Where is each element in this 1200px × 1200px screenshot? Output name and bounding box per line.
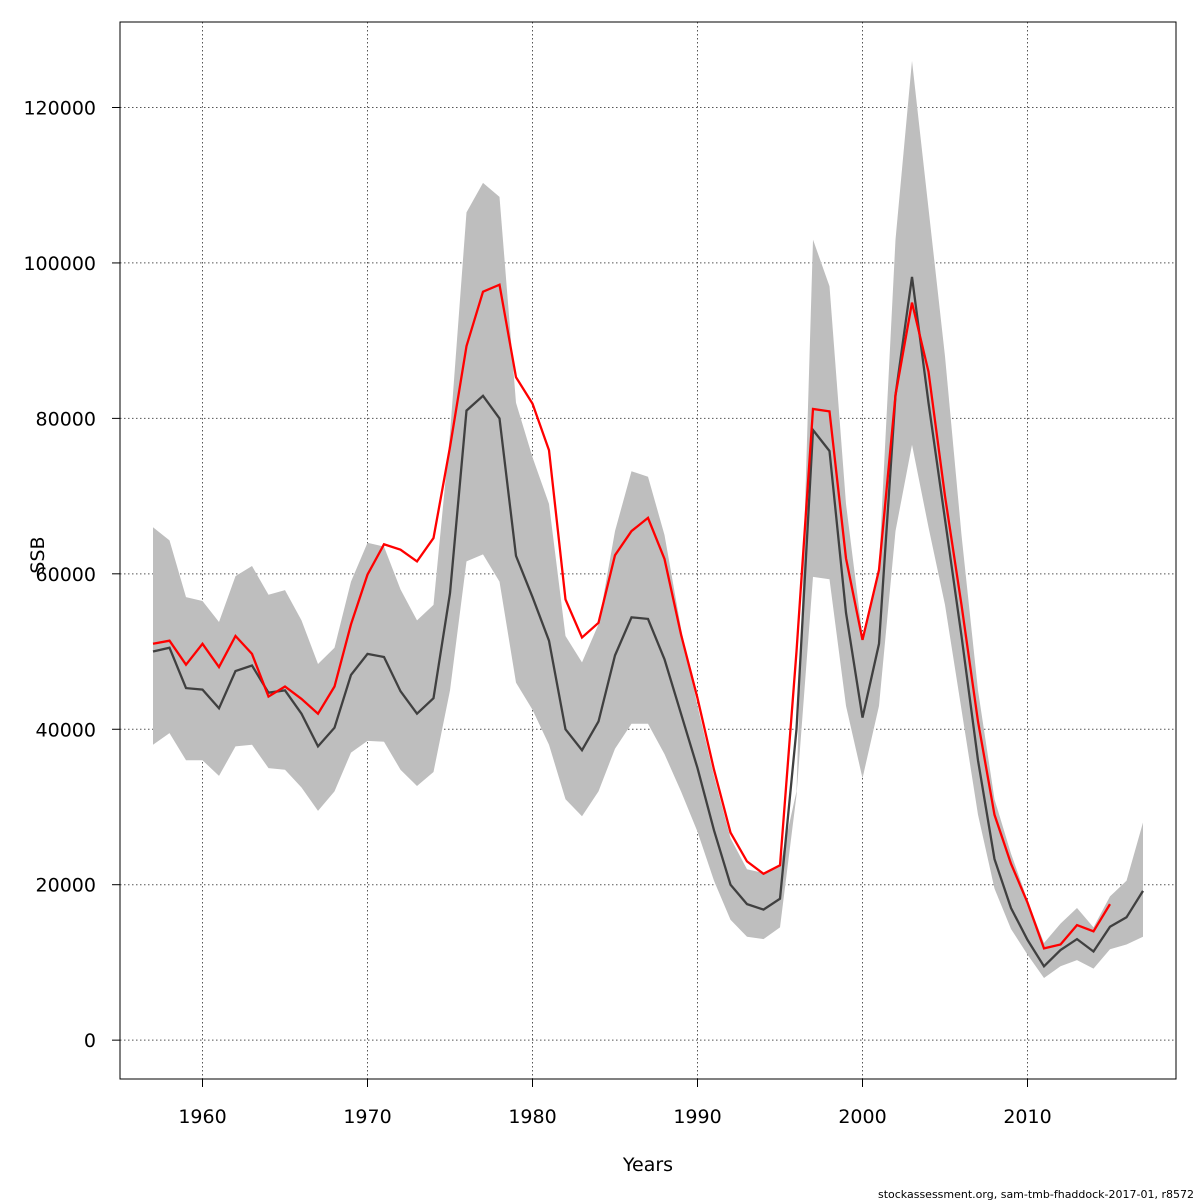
y-tick-label: 40000 <box>36 719 96 741</box>
x-axis-title: Years <box>622 1154 673 1176</box>
ssb-comparison-line <box>152 283 1111 950</box>
x-tick-label: 1960 <box>178 1106 226 1128</box>
source-footer: stockassessment.org, sam-tmb-fhaddock-20… <box>878 1188 1194 1200</box>
x-tick-label: 2000 <box>838 1106 886 1128</box>
y-tick-label: 80000 <box>36 408 96 430</box>
y-axis: 0 20000 40000 60000 80000 100000 120000 <box>23 97 120 1052</box>
y-tick-label: 0 <box>84 1030 96 1052</box>
x-tick-label: 1970 <box>343 1106 391 1128</box>
y-tick-label: 120000 <box>23 97 96 119</box>
x-tick-label: 2010 <box>1003 1106 1051 1128</box>
y-axis-title: SSB <box>27 536 49 573</box>
x-tick-label: 1980 <box>508 1106 556 1128</box>
ssb-estimate-line <box>152 276 1144 969</box>
y-tick-label: 60000 <box>36 564 96 586</box>
x-tick-label: 1990 <box>673 1106 721 1128</box>
y-tick-label: 20000 <box>36 875 96 897</box>
grid-lines <box>120 22 1176 1079</box>
x-axis: 1960 1970 1980 1990 2000 2010 <box>178 1079 1052 1128</box>
plot-frame <box>119 21 1177 1080</box>
y-tick-label: 100000 <box>23 253 96 275</box>
